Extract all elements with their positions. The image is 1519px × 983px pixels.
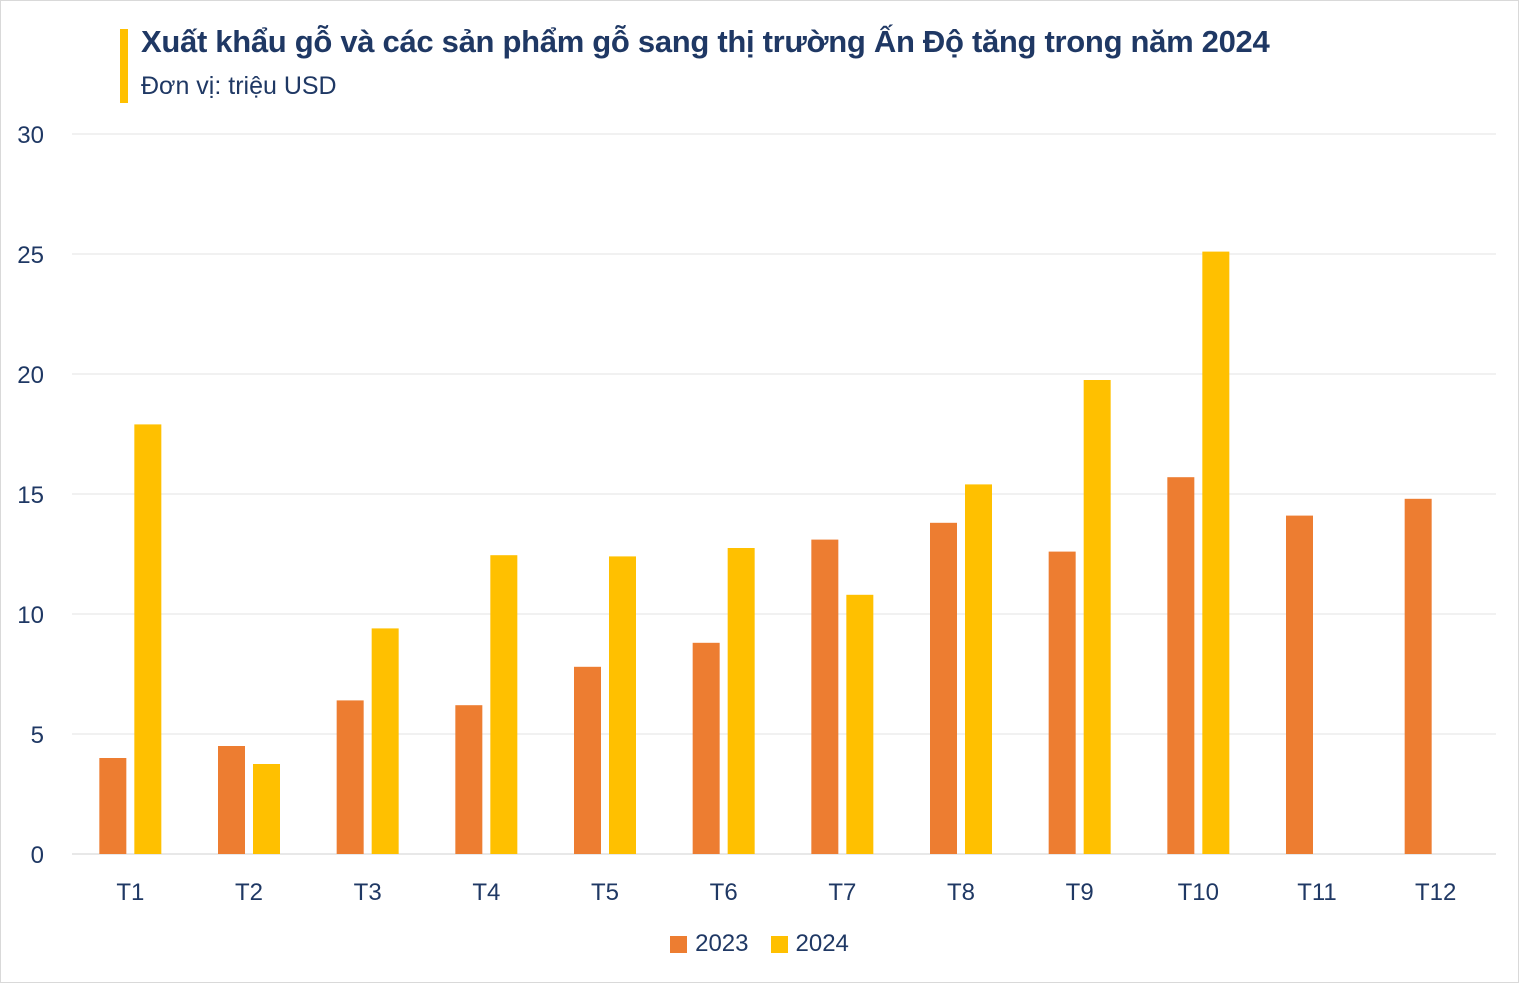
x-tick-label: T3 [354,879,382,906]
legend-swatch-2023 [670,935,688,953]
bar-2023-T2 [218,746,245,854]
bar-2023-T6 [692,642,720,854]
bar-2023-T11 [1286,515,1313,854]
bar-2024-T10 [1202,251,1230,855]
y-tick-label: 15 [17,482,44,509]
x-tick-label: T8 [947,879,975,906]
y-tick-label: 10 [17,602,44,629]
x-tick-label: T7 [828,879,856,906]
legend-swatch-2024 [770,935,788,953]
bar-2024-T2 [253,764,280,854]
legend-label-2023: 2023 [695,930,749,957]
bar-2023-T8 [930,522,957,854]
x-tick-label: T10 [1178,879,1219,906]
bar-2023-T5 [574,666,601,854]
x-tick-label: T12 [1415,879,1456,906]
x-tick-label: T2 [235,879,263,906]
x-tick-label: T6 [710,879,738,906]
y-tick-label: 25 [17,242,44,269]
bar-2023-T4 [455,705,483,854]
chart-subtitle: Đơn vị: triệu USD [141,72,337,100]
x-tick-label: T5 [591,879,619,906]
bar-2024-T3 [371,628,399,854]
legend-item-2024: 2024 [770,930,849,958]
bar-2023-T3 [336,700,364,854]
y-tick-label: 30 [17,122,44,149]
title-accent-bar [120,29,128,103]
bar-2023-T10 [1167,477,1195,854]
y-tick-label: 20 [17,362,44,389]
x-tick-label: T9 [1066,879,1094,906]
y-tick-label: 5 [31,722,44,749]
bar-2023-T1 [99,758,127,854]
bar-2024-T7 [846,594,874,854]
x-tick-label: T4 [472,879,500,906]
bar-2024-T6 [727,548,755,854]
legend: 2023 2024 [0,930,1519,958]
y-tick-label: 0 [31,842,44,869]
bar-2024-T4 [490,555,518,854]
bar-2023-T12 [1404,498,1432,854]
bar-2024-T1 [134,424,162,854]
chart-title: Xuất khẩu gỗ và các sản phẩm gỗ sang thị… [141,24,1270,59]
bar-2024-T8 [965,484,992,854]
legend-label-2024: 2024 [795,930,849,957]
bar-2024-T5 [609,556,636,854]
x-tick-label: T1 [116,879,144,906]
x-tick-label: T11 [1297,879,1337,906]
legend-item-2023: 2023 [670,930,749,958]
bar-2024-T9 [1083,380,1111,854]
bar-2023-T7 [811,539,839,854]
bar-2023-T9 [1048,551,1076,854]
